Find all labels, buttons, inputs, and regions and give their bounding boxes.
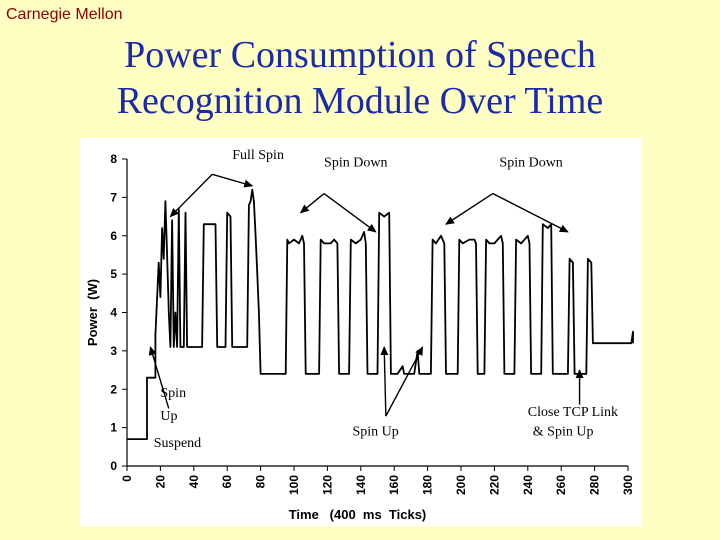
slide-title: Power Consumption of Speech Recognition … [0, 32, 720, 124]
annotation-arrow [169, 173, 213, 218]
y-axis-title: Power (W) [85, 279, 100, 346]
x-tick-label: 40 [187, 475, 201, 489]
annotation-label: Up [160, 409, 177, 424]
annotation-label: Spin Down [324, 156, 387, 171]
x-tick-label: 20 [153, 475, 167, 489]
x-tick-label: 240 [521, 475, 535, 495]
x-tick-label: 0 [120, 475, 134, 482]
y-tick-label: 6 [110, 229, 117, 243]
annotation-arrow [385, 346, 424, 417]
annotation-arrow [445, 192, 494, 225]
x-tick-label: 200 [454, 475, 468, 495]
x-tick-label: 220 [487, 475, 501, 495]
annotation-label: Close TCP Link [528, 405, 618, 420]
x-tick-label: 180 [421, 475, 435, 495]
annotation-arrow [299, 192, 325, 214]
brand-label: Carnegie Mellon [6, 6, 123, 23]
annotation-arrow [380, 346, 389, 417]
x-tick-label: 60 [220, 475, 234, 489]
title-line-1: Power Consumption of Speech [124, 34, 596, 76]
x-tick-label: 140 [354, 475, 368, 495]
x-axis-title: Time (400 ms Ticks) [289, 507, 427, 522]
annotation-arrow [492, 192, 569, 233]
y-tick-label: 8 [110, 152, 117, 166]
x-tick-label: 120 [320, 475, 334, 495]
annotation-arrow [211, 173, 254, 188]
annotation-label: Spin Up [352, 424, 398, 439]
annotation-label: Spin [160, 386, 186, 401]
power-series-line [127, 188, 634, 441]
annotation-arrow [323, 192, 377, 233]
annotation-labels: Full Spin Spin Down Spin Down Spin Up Suspend… [154, 148, 618, 451]
annotation-arrows [148, 173, 584, 417]
y-tick-label: 4 [110, 306, 117, 320]
chart-figure: 0 1 2 3 4 5 6 7 8 0 20 40 60 80 100 120 140 160 180 200 220 2… [80, 138, 641, 526]
x-tick-label: 100 [287, 475, 301, 495]
annotation-label: & Spin Up [533, 424, 594, 439]
title-line-2: Recognition Module Over Time [116, 80, 604, 122]
annotation-arrow [148, 346, 170, 409]
x-tick-label: 160 [387, 475, 401, 495]
x-tick-label: 300 [621, 475, 635, 495]
y-tick-label: 5 [110, 267, 117, 281]
annotation-label: Suspend [154, 436, 201, 451]
annotation-label: Spin Down [499, 156, 562, 171]
y-tick-label: 7 [110, 190, 117, 204]
y-tick-label: 2 [110, 382, 117, 396]
y-tick-label: 1 [110, 421, 117, 435]
y-tick-label: 3 [110, 344, 117, 358]
y-tick-label: 0 [110, 459, 117, 473]
x-tick-label: 80 [254, 475, 268, 489]
annotation-label: Full Spin [232, 148, 284, 163]
series-line-layer [127, 188, 634, 441]
x-tick-label: 280 [588, 475, 602, 495]
x-tick-label: 260 [554, 475, 568, 495]
